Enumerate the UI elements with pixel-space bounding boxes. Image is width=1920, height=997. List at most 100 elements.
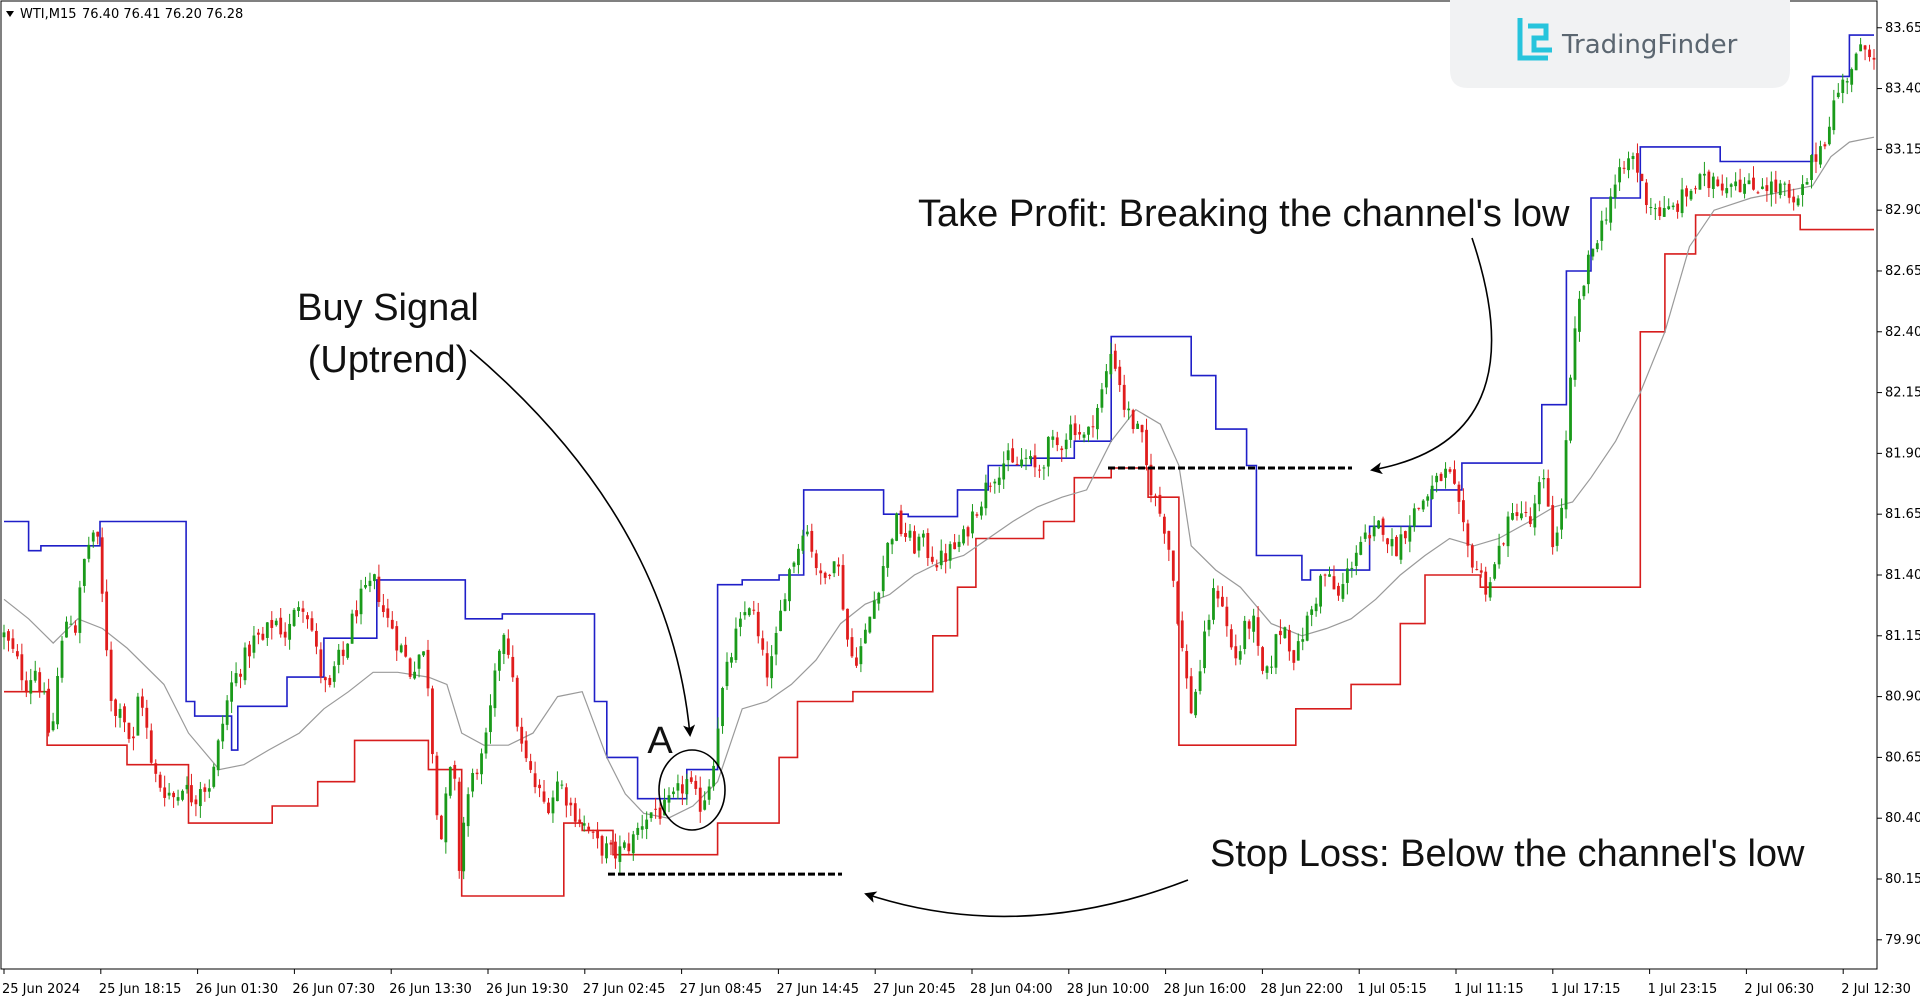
candle	[1368, 532, 1372, 546]
candle	[600, 834, 604, 864]
candle	[100, 527, 104, 603]
candle	[1171, 550, 1175, 588]
candle	[1069, 415, 1073, 448]
candle	[7, 629, 10, 652]
candle	[1457, 481, 1461, 514]
candle	[698, 776, 702, 823]
candle	[805, 525, 809, 537]
candle	[1636, 143, 1639, 183]
candle	[426, 639, 430, 697]
candle	[1203, 620, 1206, 674]
candle	[1698, 172, 1702, 190]
candle	[1604, 207, 1608, 225]
candle	[859, 638, 863, 673]
candle	[797, 543, 800, 574]
candle	[1729, 182, 1733, 198]
candle	[1716, 176, 1720, 187]
candle	[1671, 202, 1675, 210]
candle	[1270, 655, 1273, 675]
candle	[752, 600, 756, 615]
candle	[877, 591, 881, 611]
candle	[292, 607, 296, 627]
candle	[1038, 464, 1041, 478]
candle	[1689, 188, 1693, 201]
candle	[203, 783, 207, 802]
candle	[1122, 374, 1126, 418]
candle	[341, 641, 345, 665]
x-tick-label: 26 Jun 13:30	[389, 982, 472, 997]
logo: TradingFinder	[1450, 0, 1790, 88]
candle	[248, 641, 251, 668]
candle	[1301, 627, 1305, 651]
candle	[895, 512, 899, 542]
y-tick-label: 82.90	[1885, 203, 1920, 218]
candle	[614, 833, 617, 869]
candle	[1020, 448, 1023, 468]
candle	[1091, 415, 1095, 438]
candle	[448, 766, 452, 799]
candle	[560, 780, 564, 790]
candle	[672, 787, 675, 798]
candle	[770, 645, 774, 689]
candle	[1162, 513, 1166, 544]
candle	[1827, 116, 1831, 146]
candle	[1854, 52, 1858, 71]
candle	[404, 636, 408, 658]
candle	[1158, 486, 1162, 517]
candle	[654, 797, 657, 819]
candle	[899, 504, 903, 537]
candle	[1167, 530, 1171, 562]
candle	[1087, 426, 1090, 443]
bands-layer	[3, 34, 1875, 897]
candle	[337, 644, 341, 674]
y-tick-label: 80.65	[1885, 750, 1920, 765]
candle	[190, 773, 193, 807]
candle	[1180, 611, 1184, 652]
candle	[676, 774, 680, 800]
candle	[332, 661, 336, 688]
candle	[489, 694, 492, 744]
candle	[346, 643, 350, 660]
candle	[1796, 195, 1800, 207]
candle	[1381, 516, 1385, 542]
candle	[1345, 558, 1349, 595]
candle	[29, 668, 33, 705]
candle	[609, 839, 613, 856]
buy-signal-label-line1: Buy Signal	[297, 287, 479, 329]
candle	[689, 770, 693, 784]
y-tick-label: 80.15	[1885, 872, 1920, 887]
candle	[1676, 200, 1680, 219]
candle	[1653, 203, 1657, 221]
candle	[1832, 89, 1836, 135]
candle	[1868, 44, 1871, 62]
candle	[1212, 578, 1215, 625]
triangle-down-icon[interactable]	[6, 11, 14, 17]
candle	[1734, 172, 1738, 191]
candle	[1725, 177, 1729, 198]
candle	[105, 579, 109, 657]
candle	[42, 682, 46, 695]
candle	[1185, 644, 1189, 689]
candle	[1573, 316, 1577, 387]
candle	[350, 609, 354, 644]
candle	[658, 801, 662, 825]
candle	[1274, 633, 1278, 675]
candle	[176, 789, 180, 806]
candle	[1640, 173, 1644, 182]
candle	[1595, 239, 1599, 253]
candle	[24, 671, 28, 698]
y-tick-label: 81.65	[1885, 507, 1920, 522]
candle	[1216, 585, 1220, 608]
candle	[582, 815, 586, 832]
candle	[1475, 560, 1479, 571]
axes: 83.65 83.40 83.15 82.90 82.65 82.40 82.15 81.90…	[2, 21, 1920, 997]
candle	[462, 816, 466, 880]
candle	[1466, 519, 1470, 558]
candle	[1564, 430, 1568, 519]
candle	[1453, 460, 1456, 485]
candle	[1506, 511, 1510, 557]
candle	[265, 622, 269, 646]
candle	[716, 717, 720, 767]
candle	[11, 629, 15, 654]
candle	[1609, 188, 1613, 231]
